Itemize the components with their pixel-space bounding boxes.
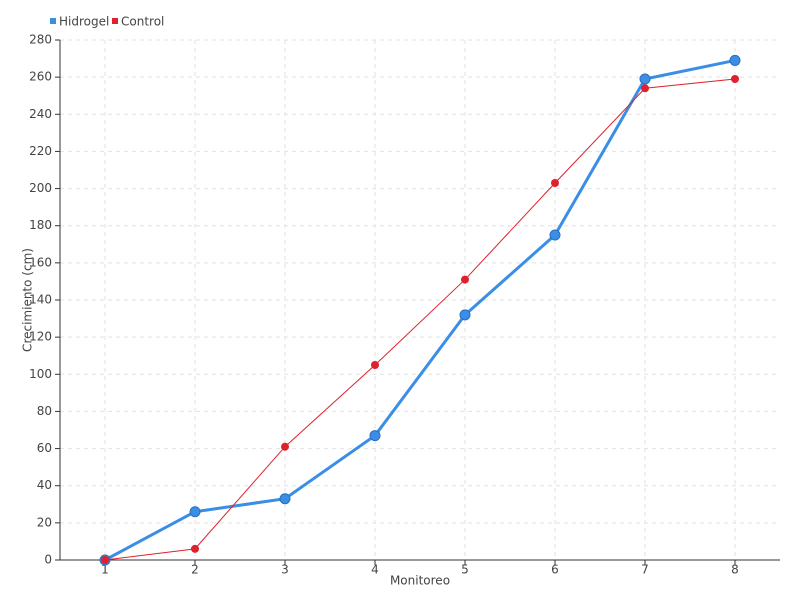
series-line xyxy=(104,78,736,561)
y-tick-label: 0 xyxy=(44,553,52,567)
x-tick-label: 6 xyxy=(551,563,559,577)
legend-label: Hidrogel xyxy=(59,15,109,29)
data-point xyxy=(371,361,379,369)
y-tick-label: 100 xyxy=(29,367,52,381)
x-tick-label: 2 xyxy=(191,563,199,577)
x-tick-label: 7 xyxy=(641,563,649,577)
y-tick-label: 240 xyxy=(29,107,52,121)
data-point xyxy=(461,275,469,284)
data-point xyxy=(369,430,381,442)
y-tick-label: 160 xyxy=(29,255,52,269)
legend-marker xyxy=(50,18,56,24)
data-point xyxy=(731,75,739,83)
x-axis-label: Monitoreo xyxy=(390,574,450,588)
x-tick-label: 8 xyxy=(731,563,739,577)
x-tick-label: 1 xyxy=(101,563,109,577)
data-point xyxy=(191,544,199,553)
y-axis-label: Crecimiento (cm) xyxy=(21,248,35,352)
y-tick-label: 140 xyxy=(29,293,52,307)
data-point xyxy=(551,179,559,187)
y-tick-label: 220 xyxy=(29,144,52,158)
x-tick-label: 3 xyxy=(281,563,289,577)
data-point xyxy=(279,493,291,505)
data-point xyxy=(101,556,109,564)
data-point xyxy=(189,506,201,518)
y-tick-label: 80 xyxy=(37,404,52,418)
legend-label: Control xyxy=(121,15,164,29)
y-tick-label: 200 xyxy=(29,181,52,195)
data-point xyxy=(639,73,651,85)
y-tick-label: 20 xyxy=(37,515,52,529)
data-point xyxy=(281,442,289,451)
legend-marker xyxy=(112,18,118,24)
x-tick-label: 5 xyxy=(461,563,469,577)
data-point xyxy=(459,309,471,321)
x-tick-label: 4 xyxy=(371,563,379,577)
y-tick-label: 40 xyxy=(37,478,52,492)
data-point xyxy=(641,84,649,93)
y-tick-label: 60 xyxy=(37,441,52,455)
series-line xyxy=(104,58,736,562)
y-tick-label: 180 xyxy=(29,218,52,232)
y-tick-label: 280 xyxy=(29,33,52,47)
data-point xyxy=(549,229,561,241)
y-tick-label: 120 xyxy=(29,330,52,344)
data-point xyxy=(729,54,741,66)
y-tick-label: 260 xyxy=(29,70,52,84)
